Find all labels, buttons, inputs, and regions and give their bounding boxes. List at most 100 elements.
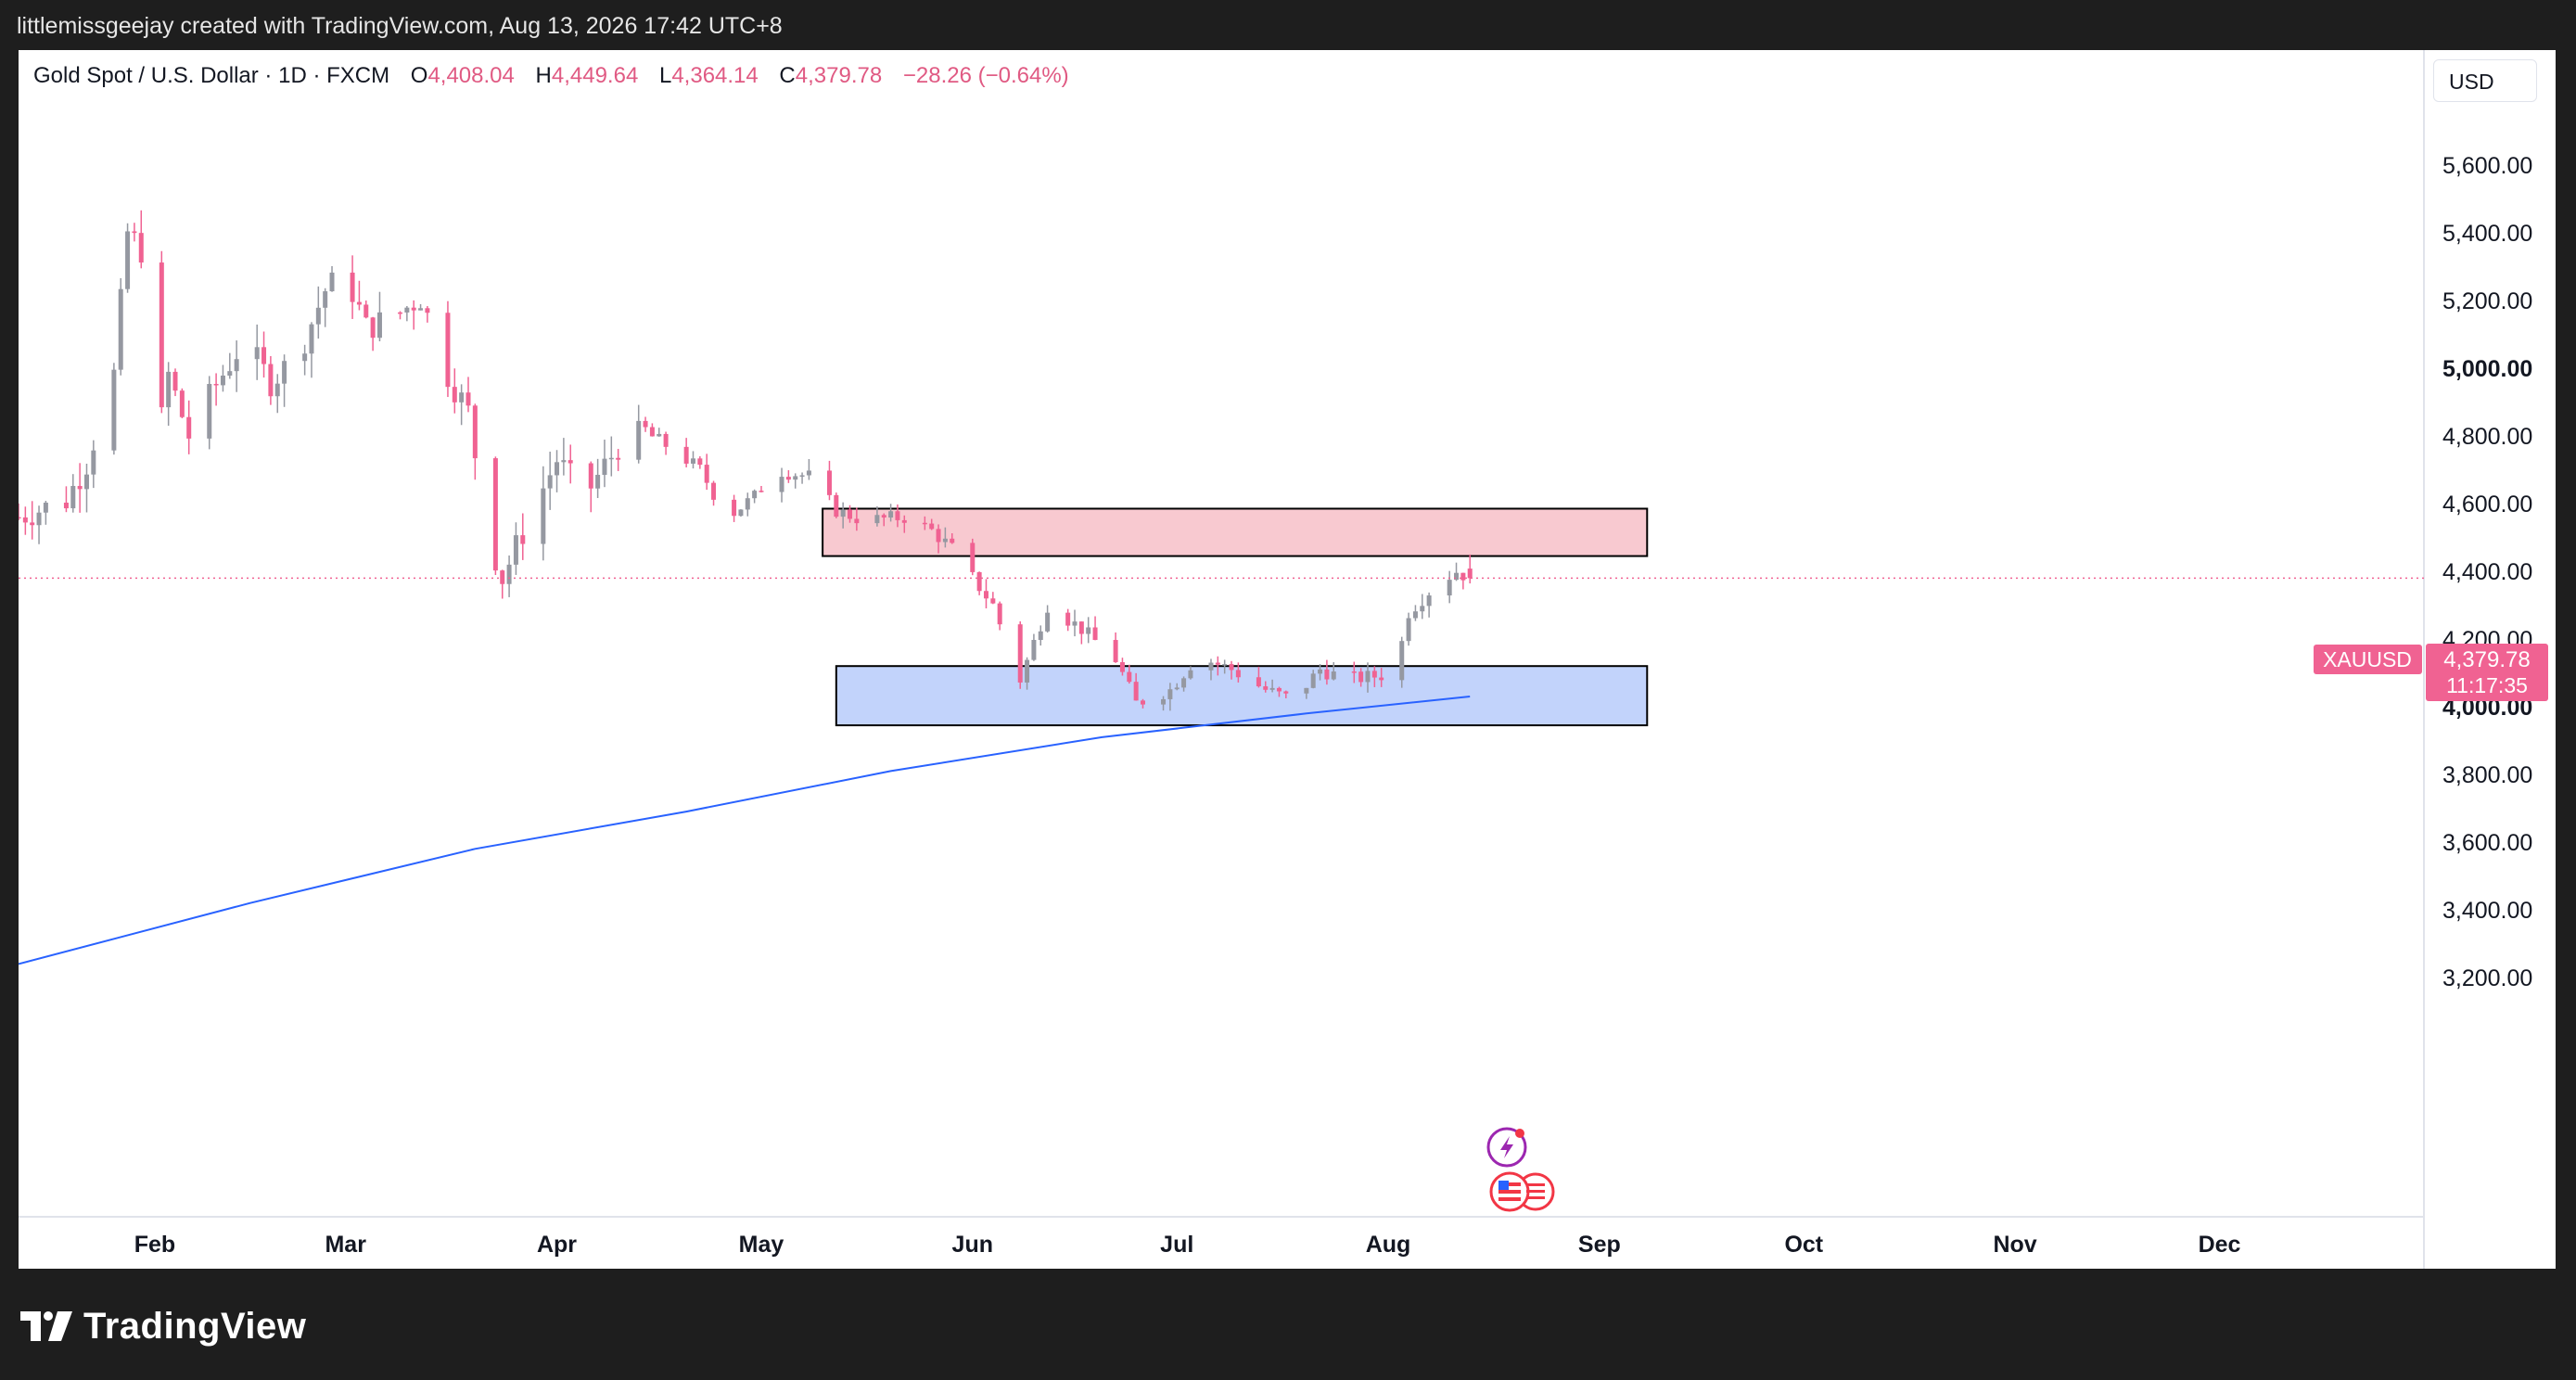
time-tick-label: May (739, 1232, 784, 1258)
candle (315, 286, 321, 339)
candle (983, 579, 988, 608)
candle (976, 571, 982, 595)
chart-area[interactable]: 5,600.00 5,400.00 5,200.00 5,000.00 4,800.00… (19, 50, 2556, 1269)
candle (950, 533, 955, 544)
candle (752, 489, 758, 504)
candle-body (1174, 687, 1180, 690)
candle (649, 423, 655, 437)
candle-body (1420, 606, 1425, 612)
candle (697, 455, 703, 469)
candle-body (1113, 640, 1118, 663)
candle (1304, 687, 1309, 699)
candle-body (506, 564, 512, 584)
candle (1467, 554, 1473, 584)
candle (555, 450, 560, 492)
time-axis-labels: Feb Mar Apr May Jun Jul Aug Sep Oct Nov Dec (134, 1232, 2241, 1258)
candle-body (445, 313, 451, 388)
chart-legend: Gold Spot / U.S. Dollar · 1D · FXCM O4,4… (33, 63, 1069, 89)
price-tick-label: 5,000.00 (2442, 356, 2532, 382)
candle (1208, 658, 1214, 681)
lightning-event-icon[interactable] (1486, 1127, 1527, 1168)
candle-body (1072, 621, 1078, 626)
candle (1215, 656, 1220, 676)
candle (799, 472, 805, 484)
candle-body (697, 458, 703, 466)
time-tick-label: Jul (1160, 1232, 1193, 1258)
us-flag-event-icon[interactable] (1489, 1171, 1555, 1212)
time-tick-label: Nov (1993, 1232, 2036, 1258)
candle (848, 505, 853, 523)
candle (118, 277, 123, 376)
tradingview-logo-icon (20, 1311, 72, 1341)
candle (1181, 676, 1187, 692)
candle (309, 322, 314, 378)
candle (1127, 664, 1132, 684)
candle-body (186, 416, 192, 439)
candle (1420, 594, 1425, 620)
candle-body (854, 518, 860, 524)
candle-body (840, 509, 846, 518)
candle (1086, 617, 1091, 644)
candle-body (520, 535, 526, 544)
candle-body (83, 474, 89, 490)
candle-body (1318, 669, 1323, 674)
candle-body (785, 477, 791, 480)
candle-body (138, 233, 144, 263)
candle-body (220, 376, 225, 386)
candle-body (690, 458, 695, 464)
candle-body (1140, 700, 1145, 705)
candle-body (826, 470, 832, 495)
candle (636, 404, 642, 464)
supply-zone (822, 507, 1649, 557)
candle-body (602, 458, 607, 475)
currency-selector[interactable]: USD (2433, 59, 2537, 102)
candle-body (561, 460, 567, 463)
candle (1078, 621, 1084, 645)
candle (132, 223, 137, 242)
candle (329, 265, 335, 292)
candle (254, 324, 260, 380)
candle (370, 316, 376, 351)
zones-layer (822, 507, 1649, 727)
candle-body (1127, 671, 1132, 683)
candle-body (411, 307, 416, 311)
candle-body (745, 498, 750, 510)
demand-zone (835, 665, 1649, 727)
candle-body (1025, 659, 1030, 683)
candle-body (1235, 670, 1241, 678)
candle-body (1454, 572, 1460, 581)
candle-body (901, 519, 907, 523)
candle-body (472, 405, 478, 459)
candle-body (1399, 641, 1405, 681)
candle-body (261, 347, 267, 364)
price-chart[interactable]: 5,600.00 5,400.00 5,200.00 5,000.00 4,800.00… (19, 50, 2556, 1269)
candle (418, 303, 424, 311)
candle (36, 505, 42, 544)
open-value: 4,408.04 (427, 63, 515, 88)
candle-body (888, 511, 894, 518)
candle (732, 494, 737, 522)
candle-body (683, 446, 689, 464)
candle-body (1406, 618, 1411, 642)
candle (268, 356, 274, 405)
candle-body (752, 491, 758, 499)
candle (274, 374, 280, 414)
candle (227, 352, 233, 379)
price-tick-label: 3,200.00 (2442, 965, 2532, 991)
candle-body (616, 457, 621, 460)
candle-body (711, 482, 717, 500)
candle-body (179, 390, 185, 417)
price-axis-labels: 5,600.00 5,400.00 5,200.00 5,000.00 4,800.00… (2442, 153, 2532, 991)
candle (261, 331, 267, 378)
candle-body (936, 529, 941, 543)
candle-body (779, 477, 784, 492)
candle-body (404, 307, 410, 313)
candle (1324, 659, 1330, 685)
candle (425, 306, 430, 323)
candle-body (874, 515, 880, 524)
tradingview-logo[interactable]: TradingView (20, 1306, 306, 1347)
candle (854, 507, 860, 531)
candle (19, 503, 21, 520)
candle-body (274, 383, 280, 397)
candle (567, 444, 573, 484)
